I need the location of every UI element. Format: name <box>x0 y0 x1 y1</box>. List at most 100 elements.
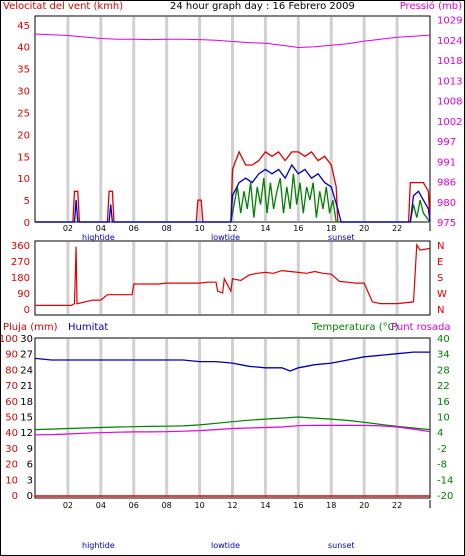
hour-ticks-top: 02 04 06 08 10 12 14 16 18 20 22 <box>63 223 430 233</box>
rain-tick: 15 <box>20 413 33 424</box>
wind-speed-tick: 0 <box>24 218 30 229</box>
temperature-tick: 40 <box>437 334 450 345</box>
temperature-tick: 4 <box>437 428 443 439</box>
wind-speed-ticks: 0 5 10 15 20 25 30 35 40 45 <box>17 21 30 229</box>
temperature-tick: -2 <box>437 444 447 455</box>
rain-tick: 9 <box>27 444 33 455</box>
humidity-tick: 100 <box>0 334 18 345</box>
humidity-tick: 90 <box>5 350 18 361</box>
compass-tick: N <box>437 241 444 252</box>
humidity-tick: 40 <box>5 428 18 439</box>
pressure-tick: 1008 <box>437 97 462 108</box>
pressure-tick: 1029 <box>437 16 462 27</box>
lowtide-marker-bottom: lowtide <box>211 541 240 550</box>
wind-speed-tick: 15 <box>17 152 30 163</box>
hour-tick-14: 14 <box>260 501 270 510</box>
humidity-axis-title: Humitat <box>68 322 108 333</box>
rain-tick: 12 <box>20 428 33 439</box>
pressure-ticks: 975 980 986 991 997 1002 1008 1013 1018 1024 1029 <box>437 16 462 229</box>
temperature-tick: 10 <box>437 413 450 424</box>
humidity-tick: 70 <box>5 381 18 392</box>
direction-tick: 360 <box>11 241 30 252</box>
hour-tick-14: 14 <box>260 224 270 233</box>
direction-tick: 270 <box>11 257 30 268</box>
hour-tick-16: 16 <box>293 501 303 510</box>
temperature-axis-title: Temperatura (°C) <box>311 322 399 333</box>
wind-speed-tick: 45 <box>17 21 30 32</box>
humidity-tick: 20 <box>5 460 18 471</box>
pressure-tick: 975 <box>437 218 456 229</box>
humidity-tick: 80 <box>5 365 18 376</box>
pressure-tick: 980 <box>437 198 456 209</box>
pressure-tick: 1002 <box>437 117 462 128</box>
compass-ticks: NWSEN <box>437 241 447 316</box>
wind-speed-tick: 35 <box>17 65 30 76</box>
rain-tick: 24 <box>20 365 33 376</box>
rain-tick: 30 <box>20 334 33 345</box>
rain-tick: 6 <box>27 460 33 471</box>
compass-tick: W <box>437 289 447 300</box>
compass-tick: S <box>437 273 443 284</box>
temperature-tick: 34 <box>437 350 450 361</box>
hour-tick-22: 22 <box>392 224 402 233</box>
rain-tick: 18 <box>20 397 33 408</box>
direction-degree-ticks: 0 90 180 270 360 <box>11 241 30 316</box>
hour-tick-20: 20 <box>359 224 369 233</box>
hour-ticks-bottom: 02 04 06 08 10 12 14 16 18 20 22 <box>63 500 430 510</box>
hour-tick-18: 18 <box>326 501 336 510</box>
wind-speed-tick: 10 <box>17 174 30 185</box>
dewpoint-axis-title: Punt rosada <box>391 322 450 333</box>
humidity-tick: 50 <box>5 413 18 424</box>
humidity-tick: 10 <box>5 475 18 486</box>
pressure-tick: 1024 <box>437 36 462 47</box>
compass-tick: E <box>437 257 443 268</box>
direction-tick: 180 <box>11 273 30 284</box>
hightide-marker-bottom: hightide <box>82 541 115 550</box>
hour-tick-04: 04 <box>96 224 106 233</box>
pressure-tick: 991 <box>437 157 456 168</box>
humidity-ticks: 0 10 20 30 40 50 60 70 80 90 100 <box>0 334 18 502</box>
temperature-tick: 28 <box>437 365 450 376</box>
rain-ticks: 0 3 6 9 12 15 18 21 24 27 30 <box>20 334 33 502</box>
hour-tick-06: 06 <box>129 224 139 233</box>
wind-speed-tick: 40 <box>17 43 30 54</box>
rain-tick: 0 <box>27 491 33 502</box>
rain-axis-title: Pluja (mm) <box>3 322 58 333</box>
hour-tick-12: 12 <box>227 224 237 233</box>
hour-tick-02: 02 <box>63 501 73 510</box>
sunset-marker-bottom: sunset <box>328 541 355 550</box>
pressure-tick: 1013 <box>437 76 462 87</box>
pressure-tick: 986 <box>437 178 456 189</box>
wind-speed-tick: 30 <box>17 87 30 98</box>
hour-tick-10: 10 <box>194 224 204 233</box>
humidity-tick: 0 <box>12 491 18 502</box>
hour-tick-18: 18 <box>326 224 336 233</box>
hour-tick-08: 08 <box>162 224 172 233</box>
rain-tick: 27 <box>20 350 33 361</box>
wind-speed-axis-title: Velocitat del vent (kmh) <box>3 1 123 12</box>
temperature-tick: -8 <box>437 460 447 471</box>
direction-tick: 0 <box>24 305 30 316</box>
hour-tick-08: 08 <box>162 501 172 510</box>
hour-tick-10: 10 <box>194 501 204 510</box>
rain-tick: 21 <box>20 381 33 392</box>
direction-tick: 90 <box>17 289 30 300</box>
compass-tick: N <box>437 305 444 316</box>
temperature-tick: -20 <box>437 491 453 502</box>
hour-tick-22: 22 <box>392 501 402 510</box>
wind-speed-tick: 25 <box>17 108 30 119</box>
chart-title: 24 hour graph day : 16 Febrero 2009 <box>170 1 355 12</box>
humidity-tick: 60 <box>5 397 18 408</box>
pressure-tick: 1018 <box>437 56 462 67</box>
temperature-tick: 22 <box>437 381 450 392</box>
hour-tick-20: 20 <box>359 501 369 510</box>
hour-tick-12: 12 <box>227 501 237 510</box>
wind-speed-tick: 20 <box>17 130 30 141</box>
pressure-tick: 997 <box>437 137 456 148</box>
hour-tick-06: 06 <box>129 501 139 510</box>
humidity-tick: 30 <box>5 444 18 455</box>
pressure-axis-title: Pressió (mb) <box>400 0 462 12</box>
hour-tick-02: 02 <box>63 224 73 233</box>
